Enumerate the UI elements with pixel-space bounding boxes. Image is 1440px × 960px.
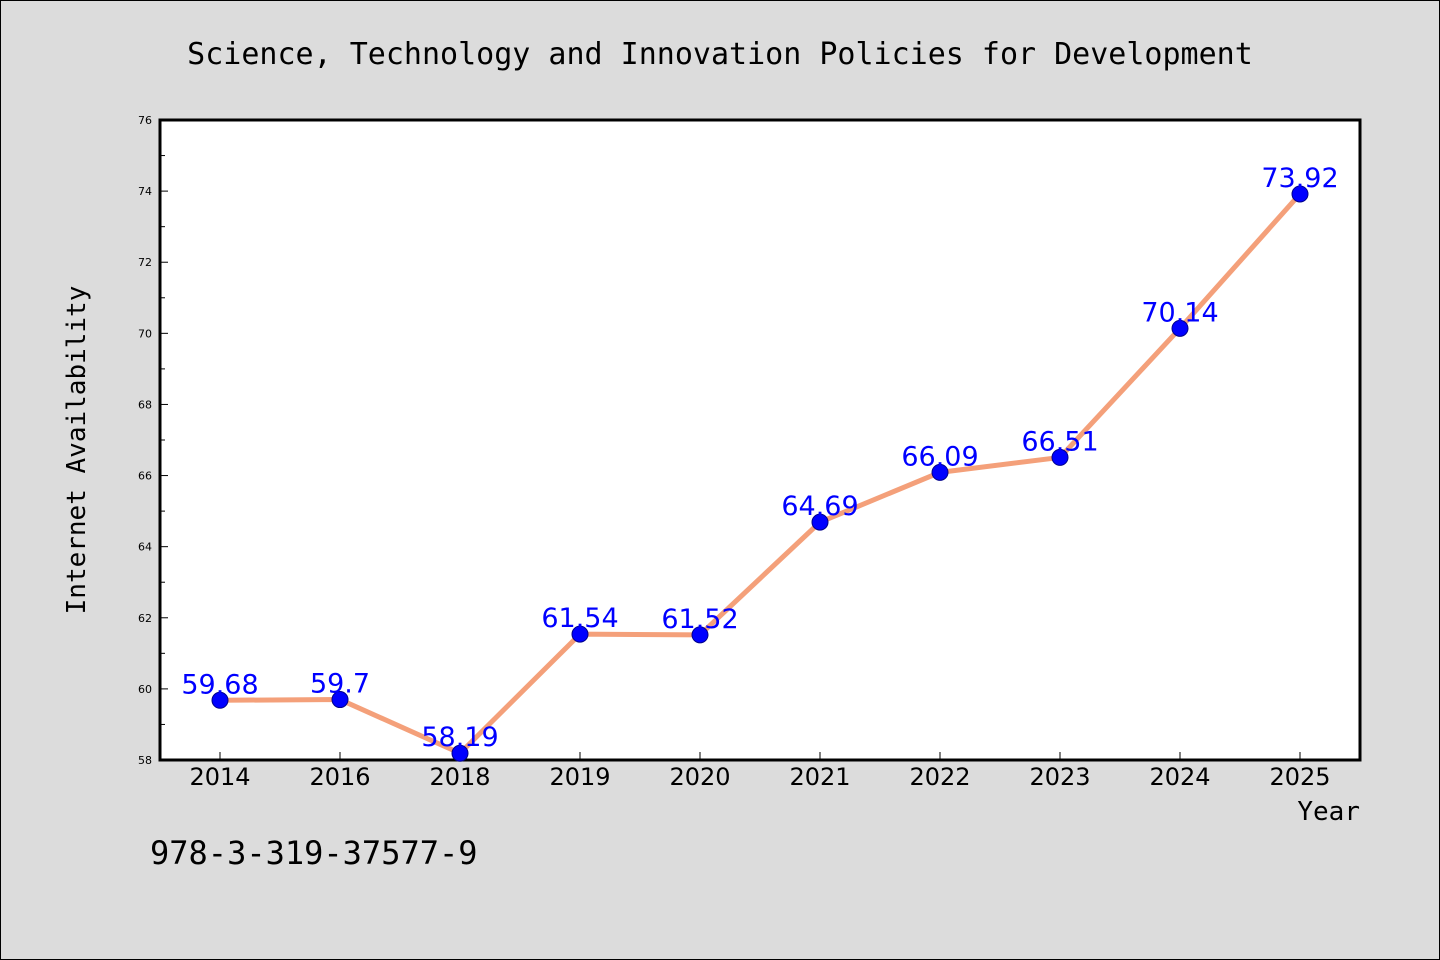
y-tick-label: 62 <box>138 612 152 625</box>
x-tick-label: 2025 <box>1269 763 1330 791</box>
data-markers <box>211 185 1309 762</box>
data-label: 66.51 <box>1021 426 1098 457</box>
x-tick-label: 2014 <box>189 763 250 791</box>
data-label: 70.14 <box>1141 297 1218 328</box>
data-label: 58.19 <box>421 722 498 753</box>
isbn-text: 978-3-319-37577-9 <box>150 834 478 872</box>
x-tick-label: 2024 <box>1149 763 1210 791</box>
x-tick-label: 2016 <box>309 763 370 791</box>
series-line <box>219 192 1302 756</box>
data-point <box>211 691 229 709</box>
data-label: 61.54 <box>541 603 618 634</box>
data-point <box>571 625 589 643</box>
data-point <box>451 744 469 762</box>
data-point <box>931 463 949 481</box>
y-tick-label: 74 <box>138 185 152 198</box>
data-label: 59.7 <box>310 669 370 700</box>
x-axis-label: Year <box>1297 797 1360 827</box>
data-label: 59.68 <box>181 669 258 700</box>
x-tick-label: 2021 <box>789 763 850 791</box>
plot-area <box>158 118 1362 762</box>
y-tick-label: 68 <box>138 398 152 411</box>
x-axis-ticks: 2014 2016 2018 2019 2020 2021 2022 2023 2024 2025 <box>189 752 1331 791</box>
y-axis-ticks: 58 60 62 64 66 68 70 72 74 76 <box>138 114 168 767</box>
data-label: 64.69 <box>781 491 858 522</box>
data-point <box>331 691 349 709</box>
data-label: 66.09 <box>901 441 978 472</box>
data-labels: 59.68 59.7 58.19 61.54 61.52 64.69 66.09 66.51 7… <box>181 163 1338 753</box>
x-tick-label: 2023 <box>1029 763 1090 791</box>
y-axis-label: Internet Availability <box>62 286 92 615</box>
data-point <box>811 513 829 531</box>
y-tick-label: 60 <box>138 683 152 696</box>
data-point <box>691 626 709 644</box>
data-point <box>1051 448 1069 466</box>
x-tick-label: 2022 <box>909 763 970 791</box>
data-label: 61.52 <box>661 604 738 635</box>
data-point <box>1171 319 1189 337</box>
y-tick-label: 72 <box>138 256 152 269</box>
data-label: 73.92 <box>1261 163 1338 194</box>
chart-title: Science, Technology and Innovation Polic… <box>187 37 1253 72</box>
x-tick-label: 2020 <box>669 763 730 791</box>
y-tick-label: 64 <box>138 541 152 554</box>
y-tick-label: 70 <box>138 327 152 340</box>
data-point <box>1291 185 1309 203</box>
x-tick-label: 2018 <box>429 763 490 791</box>
y-tick-label: 76 <box>138 114 152 127</box>
y-tick-label: 58 <box>138 754 152 767</box>
x-tick-label: 2019 <box>549 763 610 791</box>
y-tick-label: 66 <box>138 470 152 483</box>
